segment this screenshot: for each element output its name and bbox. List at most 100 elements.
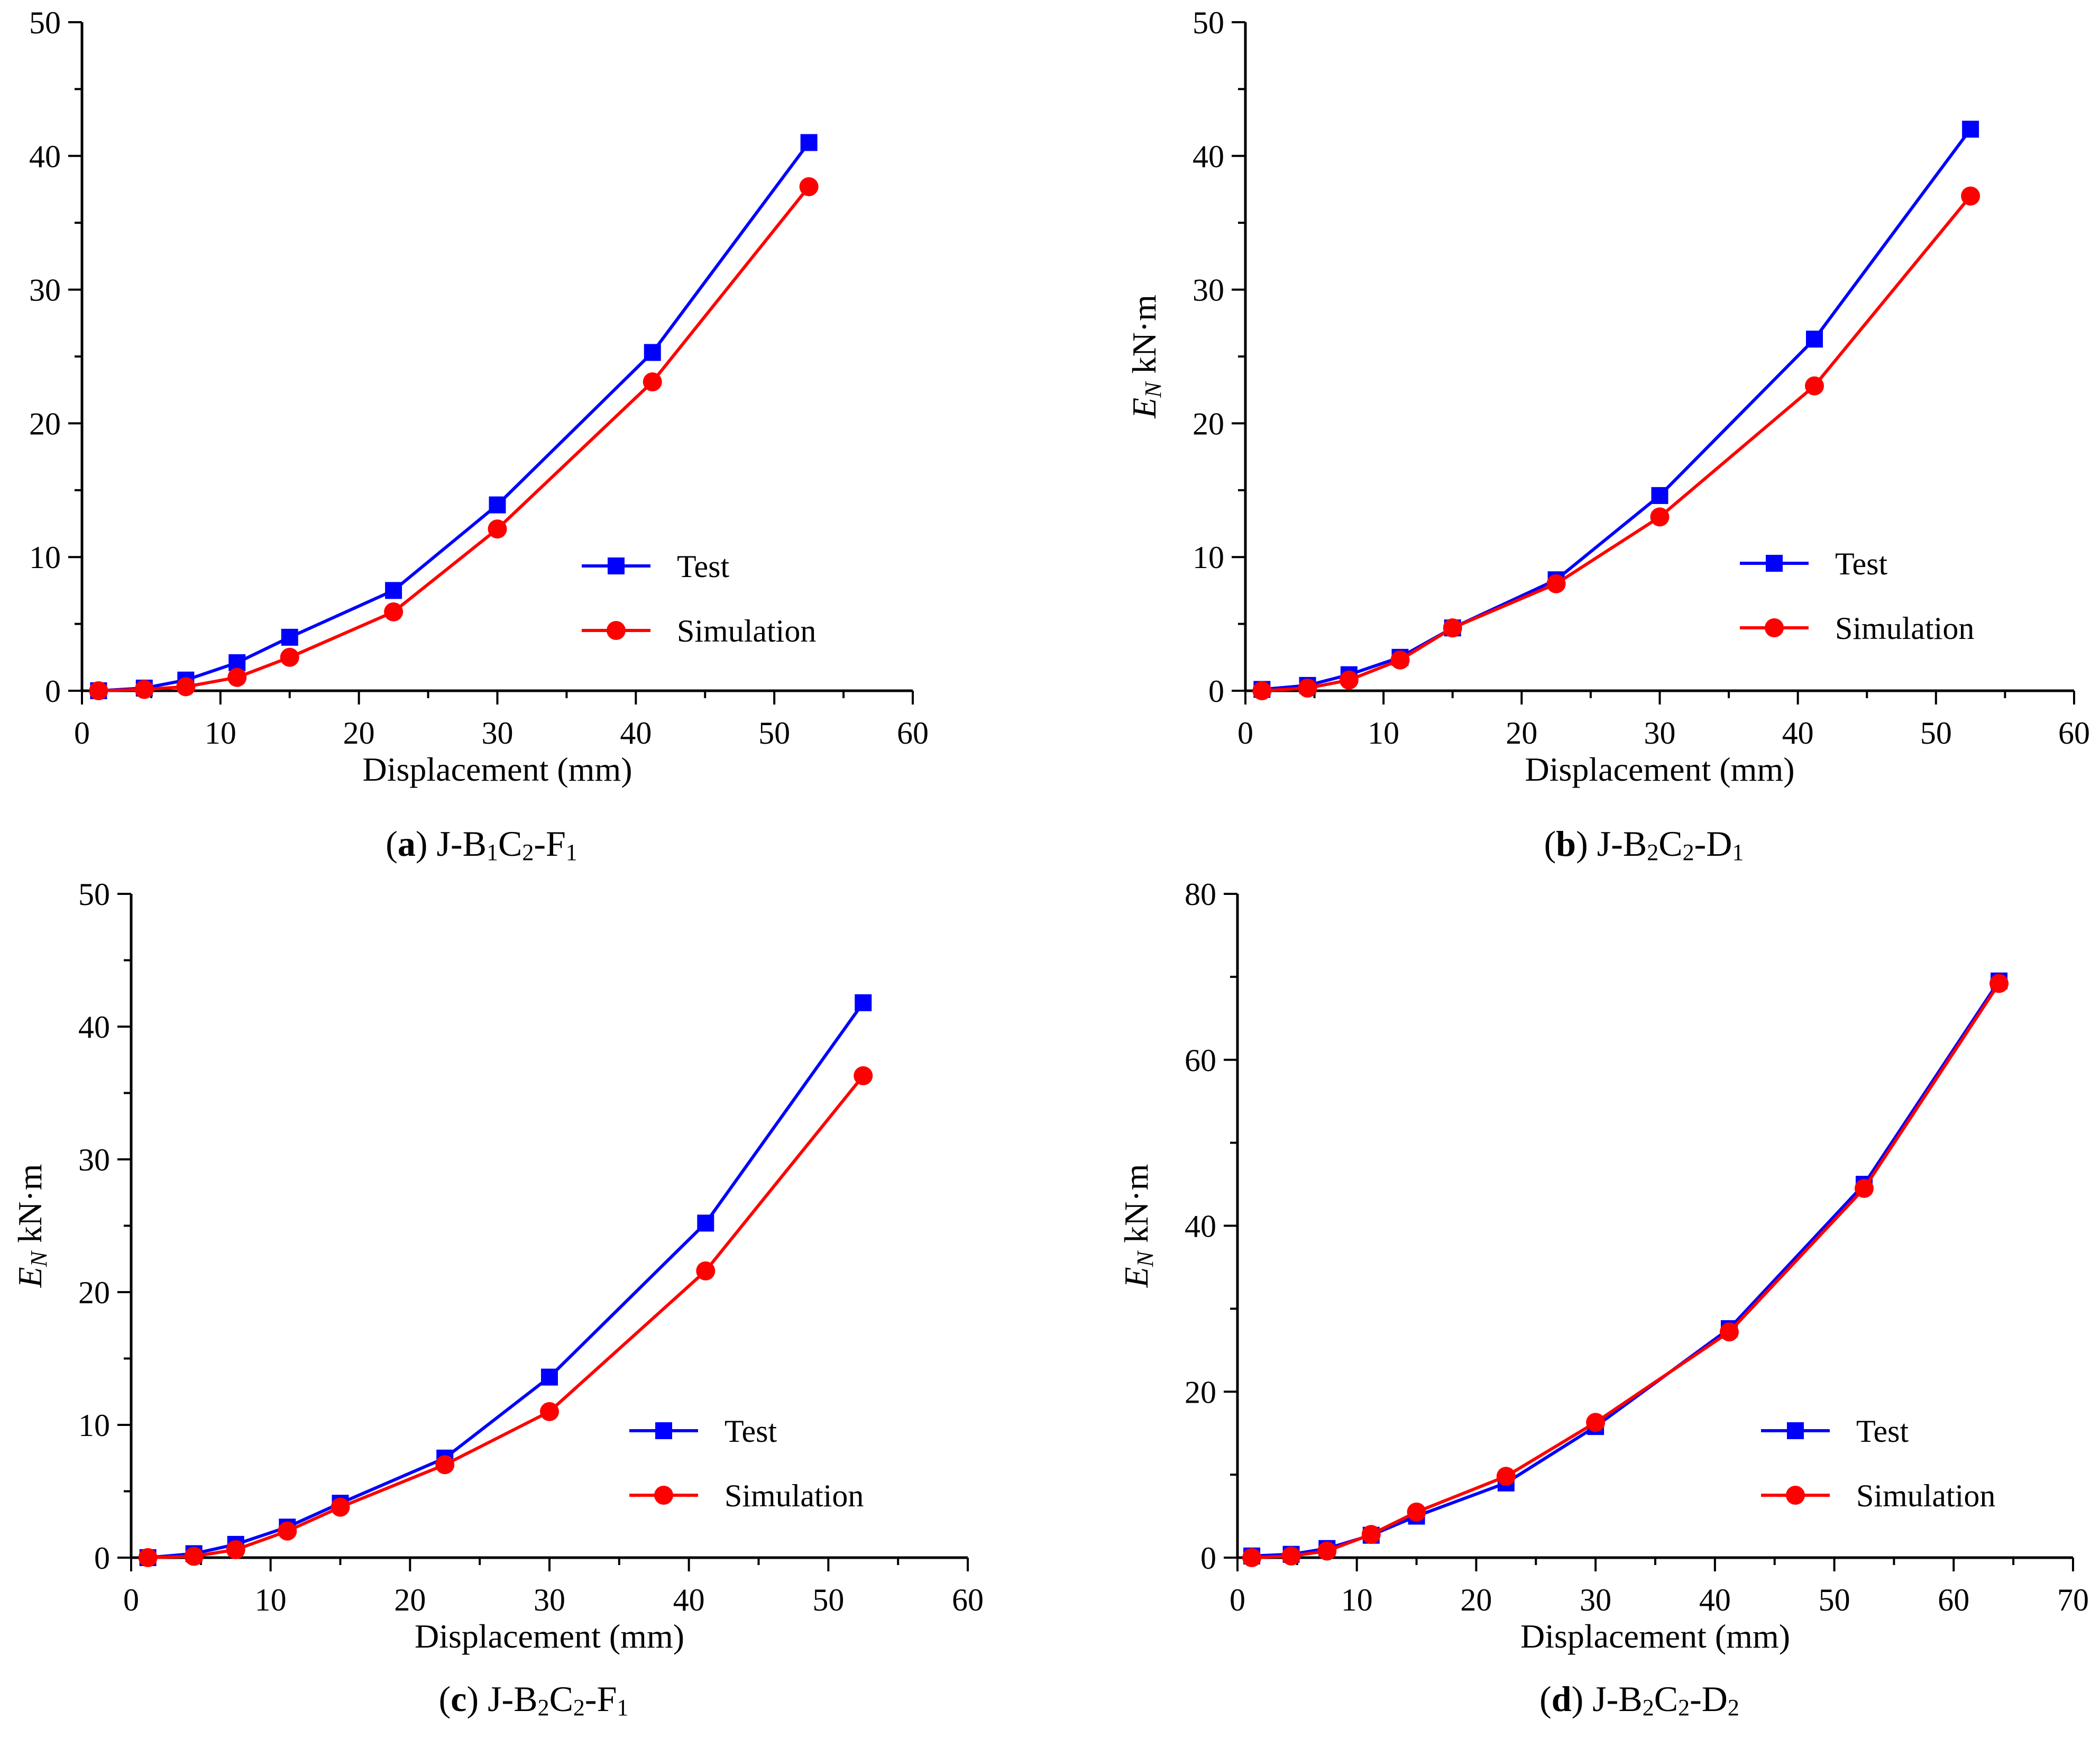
data-point-simulation (854, 1066, 873, 1085)
x-tick-label: 40 (673, 1583, 705, 1617)
data-point-test (800, 134, 818, 151)
x-tick-label: 20 (1460, 1583, 1492, 1617)
data-point-simulation (1252, 681, 1272, 700)
panel-caption: (b) J-B2C2-D1 (1544, 824, 1744, 865)
data-point-simulation (278, 1521, 297, 1541)
legend-label-test: Test (1835, 546, 1887, 581)
y-tick-label: 20 (78, 1275, 110, 1310)
y-tick-label: 80 (1185, 877, 1216, 912)
x-axis-label: Displacement (mm) (415, 1617, 684, 1655)
y-tick-label: 50 (78, 877, 110, 912)
data-point-simulation (1298, 678, 1317, 698)
legend-marker-simulation (1786, 1486, 1805, 1505)
data-point-simulation (134, 680, 154, 699)
data-point-simulation (1339, 670, 1359, 690)
chart-panel-a: 0 10 20 30 40 50 60 0 10 20 30 40 50 Displacement (mm… (29, 5, 929, 865)
data-point-simulation (1390, 650, 1410, 670)
chart-panel-b: 0 10 20 30 40 50 60 0 10 20 30 40 50 Displacement (mm… (1125, 5, 2090, 865)
data-point-test (697, 1214, 714, 1232)
x-tick-label: 30 (1580, 1583, 1611, 1617)
y-tick-label: 0 (94, 1541, 110, 1576)
data-point-simulation (280, 647, 299, 667)
x-tick-label: 60 (897, 716, 929, 751)
x-tick-label: 50 (812, 1583, 844, 1617)
data-point-simulation (1443, 618, 1462, 638)
data-point-simulation (643, 372, 662, 392)
data-point-simulation (138, 1548, 158, 1567)
panel-caption: (c) J-B2C2-F1 (439, 1679, 629, 1721)
data-point-test (644, 344, 661, 361)
x-tick-label: 0 (123, 1583, 139, 1617)
y-tick-label: 50 (1193, 5, 1224, 40)
legend-marker-test (1787, 1422, 1804, 1439)
data-point-test (855, 994, 872, 1011)
x-axis-label: Displacement (mm) (1520, 1617, 1790, 1655)
y-tick-label: 10 (78, 1408, 110, 1443)
x-tick-label: 40 (1782, 716, 1814, 751)
data-point-simulation (384, 602, 404, 621)
series-line-test (98, 141, 811, 692)
y-tick-label: 0 (1208, 674, 1224, 709)
x-tick-label: 0 (74, 716, 90, 751)
data-point-test (1962, 121, 1979, 138)
data-point-simulation (1855, 1178, 1874, 1198)
x-tick-label: 50 (758, 716, 790, 751)
y-tick-label: 20 (29, 406, 61, 441)
data-point-simulation (1496, 1467, 1516, 1486)
data-point-simulation (540, 1402, 559, 1421)
y-tick-label: 0 (45, 674, 61, 709)
data-point-simulation (1989, 974, 2009, 993)
x-tick-label: 10 (255, 1583, 287, 1617)
data-point-simulation (1650, 507, 1670, 527)
data-point-simulation (1961, 186, 1980, 206)
data-point-test (1651, 487, 1668, 504)
panel-caption: (d) J-B2C2-D2 (1539, 1679, 1739, 1721)
data-point-simulation (1719, 1322, 1739, 1342)
data-point-test (385, 582, 402, 599)
x-tick-label: 0 (1237, 716, 1253, 751)
series-line-test (1262, 128, 1972, 691)
data-point-simulation (1805, 376, 1824, 396)
y-tick-label: 40 (1193, 139, 1224, 174)
legend: Test Simulation (582, 549, 816, 648)
legend: Test Simulation (629, 1414, 864, 1513)
y-tick-label: 40 (78, 1010, 110, 1045)
x-tick-label: 50 (1920, 716, 1952, 751)
y-tick-label: 30 (29, 273, 61, 308)
x-tick-label: 70 (2057, 1583, 2089, 1617)
data-point-simulation (1242, 1548, 1262, 1567)
x-tick-label: 30 (482, 716, 513, 751)
data-point-simulation (696, 1261, 716, 1280)
series-line-simulation (1251, 982, 2001, 1559)
panel-caption: (a) J-B1C2-F1 (386, 824, 577, 865)
y-axis-label: EN kN·m (1117, 1164, 1158, 1288)
legend: Test Simulation (1761, 1414, 1995, 1513)
chart-panel-c: 0 10 20 30 40 50 60 0 10 20 30 40 50 Displacement (mm… (11, 877, 984, 1721)
x-tick-label: 10 (205, 716, 236, 751)
data-point-simulation (227, 667, 247, 687)
x-tick-label: 60 (1938, 1583, 1969, 1617)
legend-label-test: Test (677, 549, 729, 584)
data-point-simulation (1281, 1546, 1301, 1566)
data-point-simulation (1407, 1502, 1426, 1522)
y-tick-label: 0 (1200, 1541, 1216, 1576)
y-axis-label: EN kN·m (1125, 295, 1166, 419)
legend-label-simulation: Simulation (677, 614, 816, 648)
data-point-simulation (89, 681, 108, 700)
x-tick-label: 30 (534, 1583, 565, 1617)
legend-marker-simulation (654, 1486, 673, 1505)
y-tick-label: 30 (78, 1142, 110, 1177)
data-point-simulation (184, 1547, 204, 1566)
data-point-test (281, 628, 298, 646)
y-tick-label: 50 (29, 5, 61, 40)
legend-marker-test (655, 1422, 672, 1439)
legend-label-test: Test (725, 1414, 777, 1449)
data-point-simulation (435, 1455, 455, 1475)
data-point-test (541, 1368, 558, 1386)
data-point-simulation (1586, 1413, 1606, 1432)
x-tick-label: 10 (1341, 1583, 1373, 1617)
x-tick-label: 60 (2058, 716, 2090, 751)
data-point-simulation (1361, 1525, 1381, 1544)
legend-marker-simulation (1765, 618, 1784, 637)
